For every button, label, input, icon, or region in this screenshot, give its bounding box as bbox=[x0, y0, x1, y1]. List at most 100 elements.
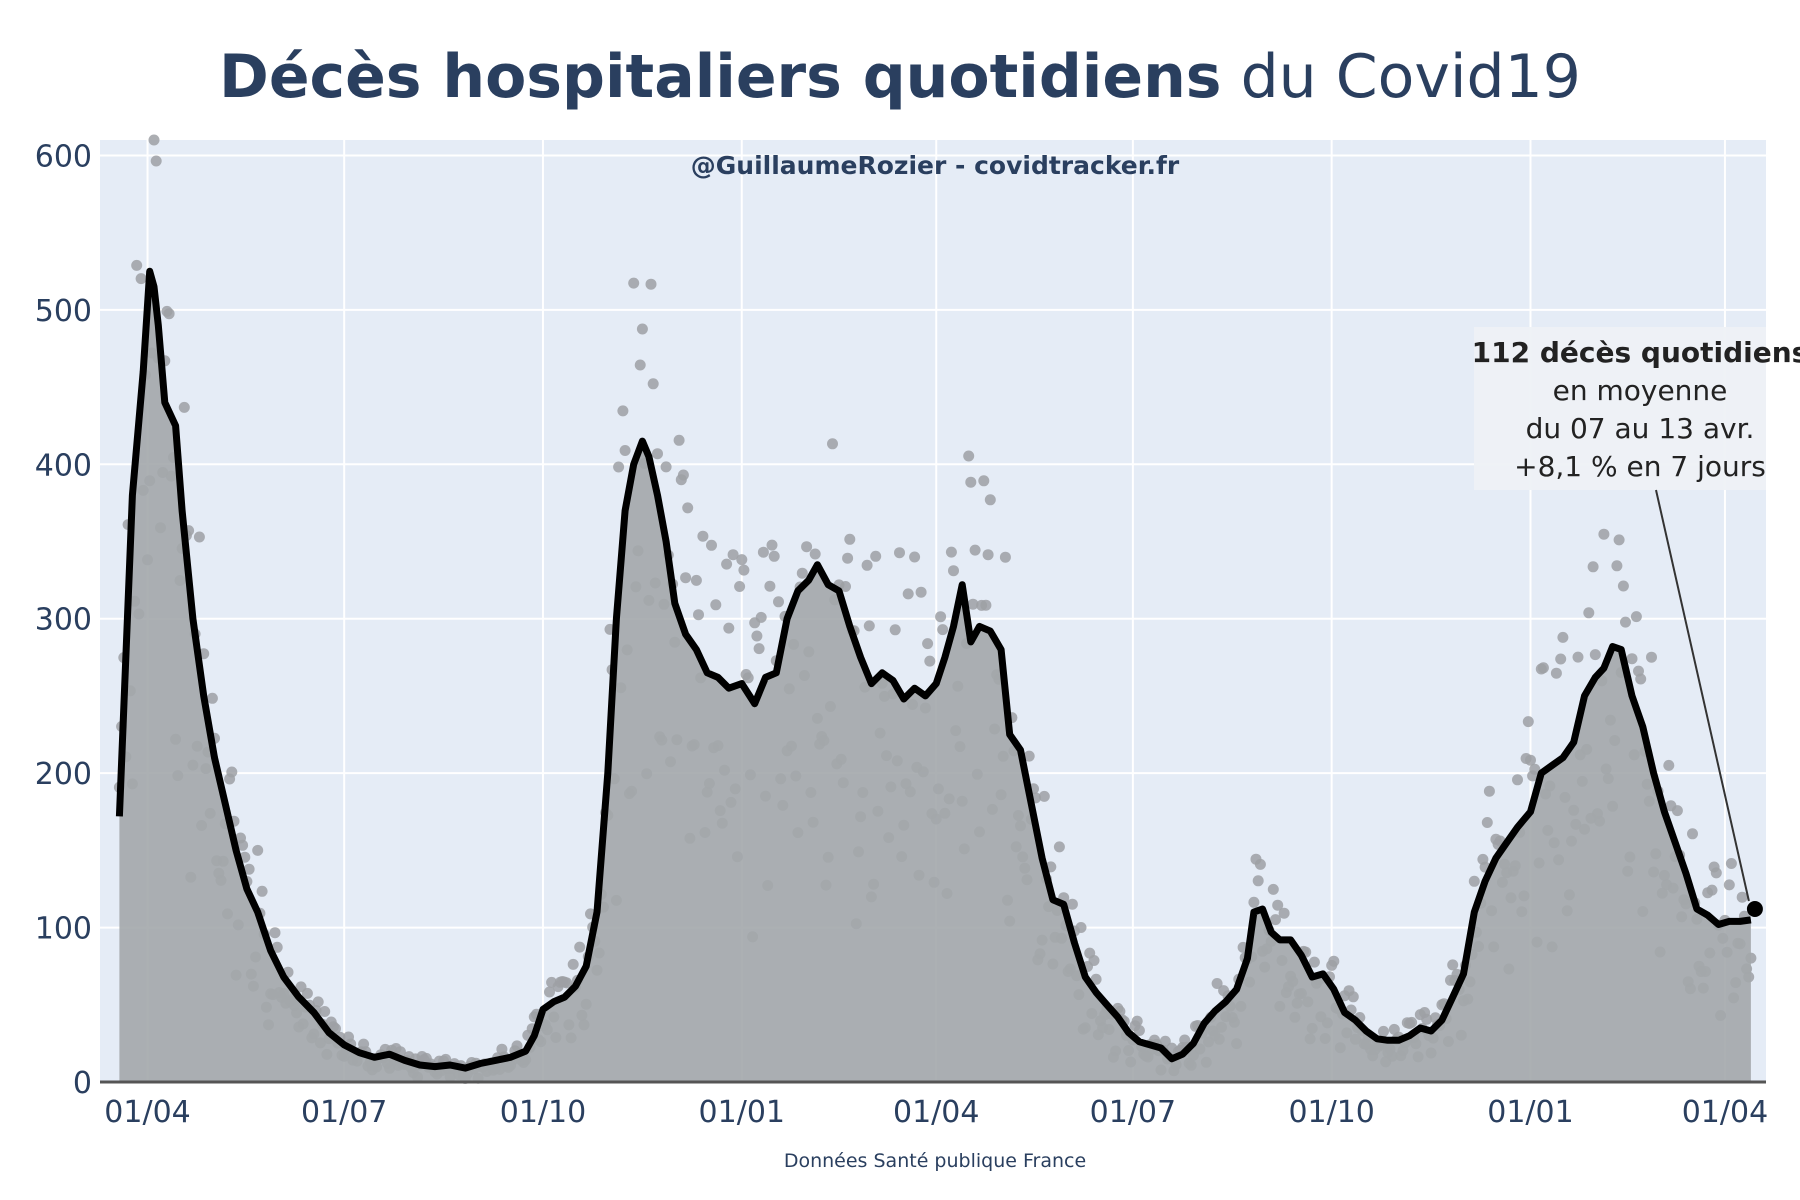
annotation: 112 décès quotidiens en moyenne du 07 au… bbox=[1472, 327, 1800, 902]
daily-dot bbox=[613, 461, 625, 473]
daily-dot bbox=[840, 581, 851, 592]
chart-credit: @GuillaumeRozier - covidtracker.fr bbox=[691, 151, 1180, 180]
daily-dot bbox=[1550, 667, 1562, 679]
daily-dot bbox=[751, 630, 763, 642]
daily-dot bbox=[1512, 774, 1523, 786]
daily-dot bbox=[269, 927, 281, 939]
daily-dot bbox=[511, 1040, 523, 1052]
annotation-line2: en moyenne bbox=[1553, 374, 1728, 407]
daily-dot bbox=[1278, 907, 1290, 919]
daily-dot bbox=[206, 692, 218, 704]
daily-dot bbox=[1537, 662, 1549, 674]
daily-dot bbox=[768, 550, 780, 562]
daily-dot bbox=[1421, 1013, 1433, 1025]
daily-dot bbox=[673, 434, 685, 446]
daily-dot bbox=[193, 531, 205, 543]
daily-dot bbox=[1211, 978, 1223, 989]
daily-dot bbox=[1347, 991, 1359, 1003]
daily-dot bbox=[645, 278, 657, 290]
daily-dot bbox=[131, 259, 143, 271]
daily-dot bbox=[844, 533, 856, 545]
daily-dot bbox=[628, 277, 640, 289]
daily-dot bbox=[969, 544, 981, 556]
chart-title-rest: du Covid19 bbox=[1221, 42, 1581, 112]
daily-dot bbox=[894, 547, 905, 559]
daily-dot bbox=[148, 134, 160, 146]
daily-dot bbox=[1555, 653, 1567, 665]
x-tick-label: 01/04 bbox=[893, 1095, 979, 1130]
daily-dot bbox=[1522, 716, 1534, 728]
daily-dot bbox=[1272, 899, 1284, 911]
y-tick-label: 300 bbox=[35, 603, 92, 638]
daily-dot bbox=[1159, 1035, 1171, 1047]
rolling-average-line bbox=[115, 267, 1752, 1072]
daily-dot bbox=[1053, 841, 1065, 853]
daily-dot bbox=[706, 539, 717, 551]
daily-dot bbox=[773, 596, 784, 608]
daily-dot bbox=[1671, 805, 1683, 817]
daily-dot bbox=[252, 844, 264, 856]
daily-dot bbox=[312, 996, 324, 1008]
daily-dot bbox=[801, 541, 813, 553]
daily-dot bbox=[861, 559, 873, 571]
daily-dot bbox=[967, 598, 979, 610]
data-source: Données Santé publique France bbox=[784, 1150, 1086, 1172]
daily-dot bbox=[1557, 631, 1569, 643]
daily-dot bbox=[1447, 959, 1459, 971]
daily-dot bbox=[727, 549, 739, 561]
x-tick-label: 01/04 bbox=[104, 1095, 190, 1130]
x-tick-label: 01/04 bbox=[1682, 1095, 1768, 1130]
daily-dot bbox=[617, 405, 629, 417]
x-tick-label: 01/01 bbox=[1487, 1095, 1573, 1130]
daily-dot bbox=[677, 469, 689, 481]
daily-dot bbox=[945, 546, 957, 558]
y-tick-label: 100 bbox=[35, 912, 92, 947]
daily-dot bbox=[935, 611, 947, 623]
daily-dot bbox=[710, 599, 722, 611]
y-tick-label: 0 bbox=[73, 1066, 92, 1101]
daily-dot bbox=[1617, 580, 1629, 592]
daily-dot bbox=[619, 445, 631, 456]
y-tick-label: 400 bbox=[35, 448, 92, 483]
daily-dot bbox=[256, 885, 268, 897]
annotation-box bbox=[1474, 327, 1766, 490]
daily-dot bbox=[544, 986, 555, 998]
daily-dot bbox=[680, 572, 692, 584]
daily-dot bbox=[1736, 891, 1748, 903]
y-tick-label: 500 bbox=[35, 294, 92, 329]
daily-dot bbox=[237, 839, 249, 851]
y-tick-label: 600 bbox=[35, 139, 92, 174]
daily-dot bbox=[736, 554, 748, 566]
daily-dot bbox=[1620, 616, 1631, 628]
daily-dot bbox=[1589, 649, 1601, 661]
daily-dot bbox=[1611, 560, 1623, 572]
daily-dot bbox=[1635, 673, 1647, 685]
chart-title: Décès hospitaliers quotidiens du Covid19 bbox=[0, 42, 1800, 112]
daily-dot bbox=[734, 581, 746, 592]
daily-dot bbox=[742, 672, 754, 684]
daily-dot bbox=[690, 574, 702, 586]
daily-dot bbox=[1706, 884, 1718, 896]
daily-dot bbox=[764, 580, 776, 592]
daily-dot bbox=[948, 565, 959, 577]
daily-dot bbox=[1252, 875, 1264, 887]
daily-dot bbox=[738, 564, 750, 576]
daily-dot bbox=[1378, 1025, 1389, 1037]
daily-dot bbox=[1723, 879, 1735, 891]
daily-dot bbox=[721, 558, 733, 570]
annotation-line1: 112 décès quotidiens bbox=[1472, 336, 1800, 369]
daily-dot bbox=[1663, 759, 1675, 771]
daily-dot bbox=[682, 502, 694, 514]
daily-dot bbox=[634, 359, 646, 371]
daily-dot bbox=[1725, 858, 1737, 869]
x-tick-labels: 01/04 01/07 01/10 01/01 01/04 01/07 01/10 01/01… bbox=[104, 1095, 1768, 1130]
daily-dot bbox=[1646, 651, 1657, 663]
annotation-arrow bbox=[1655, 489, 1750, 902]
daily-dot bbox=[909, 551, 921, 563]
daily-dot bbox=[1572, 651, 1584, 663]
daily-dot bbox=[135, 273, 147, 285]
x-tick-label: 01/10 bbox=[500, 1095, 586, 1130]
daily-dot bbox=[1090, 973, 1102, 985]
daily-dot bbox=[660, 461, 672, 473]
daily-dot bbox=[226, 766, 238, 778]
